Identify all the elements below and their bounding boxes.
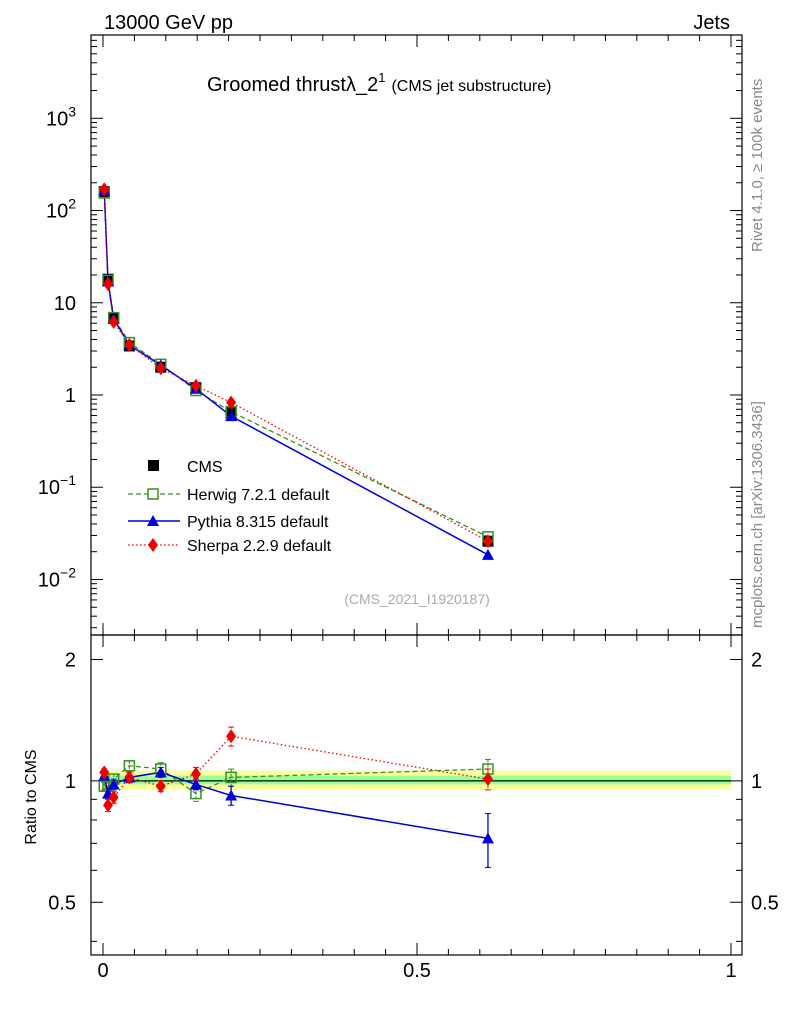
ratio-ylabel: Ratio to CMS — [23, 749, 40, 844]
main-ytick-label: 102 — [46, 196, 76, 223]
plot-title-lambda: λ_2 — [346, 74, 378, 96]
ratio-uncertainty-bands — [103, 770, 731, 790]
ratio-ytick-label-right: 2 — [751, 649, 762, 671]
series-markers — [98, 182, 494, 844]
ratio-ytick-label-left: 2 — [65, 649, 76, 671]
mcplots-label: mcplots.cern.ch [arXiv:1306.3436] — [749, 401, 766, 628]
main-point-sherpa — [103, 276, 114, 291]
main-point-sherpa — [155, 361, 166, 376]
plot-title: Groomed thrustλ_21 (CMS jet substructure) — [207, 70, 551, 96]
main-ytick-exponent: −1 — [60, 472, 76, 488]
ratio-ytick-label-right: 1 — [751, 771, 762, 793]
ratio-point-sherpa — [482, 772, 493, 787]
ratio-band-inner — [103, 775, 731, 785]
plot-title-sup: 1 — [378, 70, 385, 85]
legend-pythia-label: Pythia 8.315 default — [187, 514, 329, 531]
ratio-point-sherpa — [190, 767, 201, 782]
ratio-point-sherpa — [99, 765, 110, 780]
legend-cms-label: CMS — [187, 459, 223, 476]
main-point-sherpa — [482, 534, 493, 549]
main-ytick-mantissa: 10 — [54, 293, 76, 315]
ratio-series-line-herwig — [104, 765, 488, 795]
main-series-line-sherpa — [103, 189, 489, 542]
legend-item-herwig: Herwig 7.2.1 default — [128, 487, 330, 504]
plot-title-sub: (CMS jet substructure) — [391, 78, 551, 95]
main-ytick-mantissa: 10 — [46, 201, 68, 223]
ratio-point-herwig — [225, 771, 237, 784]
main-point-sherpa — [108, 314, 119, 329]
xtick-label: 0.5 — [403, 960, 431, 982]
main-ytick-exponent: 3 — [68, 103, 76, 119]
process-label: Jets — [693, 12, 730, 34]
ratio-point-pythia — [225, 789, 238, 801]
legend-item-cms: CMS — [148, 459, 223, 476]
legend-pythia-marker — [147, 515, 159, 526]
legend-sherpa-marker — [148, 538, 158, 552]
xtick-label: 1 — [725, 960, 736, 982]
plot-title-main: Groomed thrust — [207, 74, 346, 96]
legend-item-sherpa: Sherpa 2.2.9 default — [128, 538, 332, 555]
main-ytick-label: 10−2 — [38, 564, 76, 591]
legend-sherpa-label: Sherpa 2.2.9 default — [187, 538, 332, 555]
ratio-point-sherpa — [124, 770, 135, 785]
main-ytick-label: 1 — [65, 385, 76, 407]
analysis-watermark: (CMS_2021_I1920187) — [344, 591, 490, 607]
main-point-pythia — [481, 548, 494, 560]
legend-herwig-marker — [147, 488, 159, 500]
ratio-point-pythia — [154, 766, 167, 778]
energy-label: 13000 GeV pp — [104, 12, 233, 34]
main-point-sherpa — [99, 182, 110, 197]
main-ytick-mantissa: 10 — [38, 569, 60, 591]
ratio-series-line-sherpa — [103, 735, 489, 808]
legend-cms-marker — [148, 460, 159, 471]
main-point-sherpa — [124, 337, 135, 352]
ratio-point-pythia — [481, 832, 494, 844]
main-point-sherpa — [190, 378, 201, 393]
ratio-point-sherpa — [226, 729, 237, 744]
ratio-point-sherpa — [155, 779, 166, 794]
main-ytick-exponent: 2 — [68, 196, 76, 212]
main-point-pythia — [225, 410, 238, 422]
main-ytick-mantissa: 10 — [38, 477, 60, 499]
legend-herwig-label: Herwig 7.2.1 default — [187, 487, 330, 504]
main-ytick-mantissa: 10 — [46, 108, 68, 130]
ratio-ytick-label-right: 0.5 — [751, 892, 779, 914]
main-ytick-exponent: −2 — [60, 564, 76, 580]
legend: CMS Herwig 7.2.1 default Pythia 8.315 de… — [128, 459, 332, 555]
main-ytick-label: 10 — [54, 293, 76, 315]
ratio-point-pythia — [189, 778, 202, 790]
main-ytick-label: 10−1 — [38, 472, 76, 499]
ratio-point-pythia — [107, 778, 120, 790]
ratio-point-sherpa — [108, 790, 119, 805]
legend-item-pythia: Pythia 8.315 default — [128, 514, 329, 531]
main-point-sherpa — [226, 395, 237, 410]
xtick-label: 0 — [97, 960, 108, 982]
ratio-ytick-label-left: 1 — [65, 771, 76, 793]
axis-ticks — [91, 34, 742, 955]
main-ytick-label: 103 — [46, 103, 76, 130]
main-ytick-mantissa: 1 — [65, 385, 76, 407]
rivet-label: Rivet 4.1.0, ≥ 100k events — [749, 79, 766, 252]
ratio-point-sherpa — [103, 798, 114, 813]
ratio-plot-frame — [90, 634, 743, 956]
ratio-ytick-label-left: 0.5 — [48, 892, 76, 914]
